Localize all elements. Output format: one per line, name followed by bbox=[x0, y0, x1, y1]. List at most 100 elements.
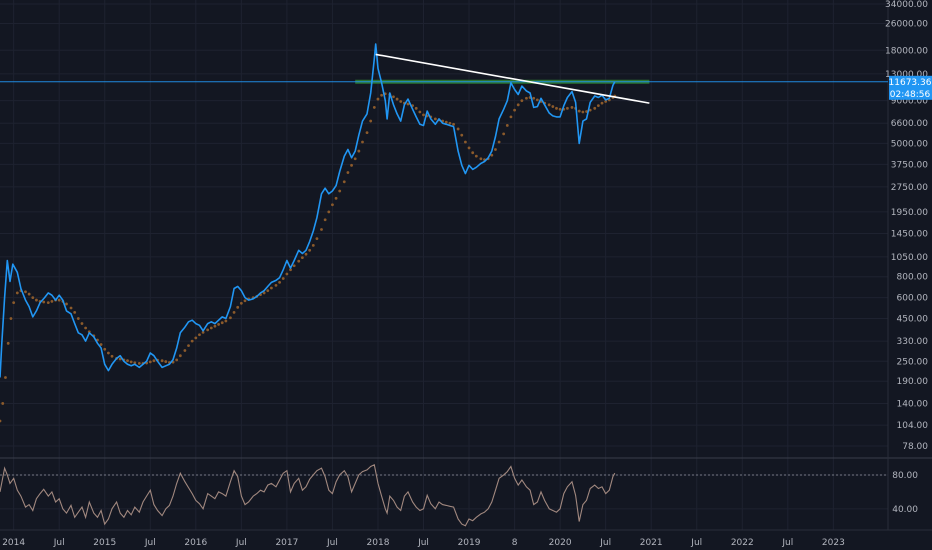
ma-point bbox=[0, 419, 2, 423]
time-tick-label: 2015 bbox=[93, 538, 116, 548]
price-series[interactable] bbox=[0, 43, 616, 378]
price-tick-label: 5000.00 bbox=[891, 139, 928, 149]
ma-point bbox=[129, 360, 133, 364]
ma-point bbox=[232, 310, 236, 314]
ma-point bbox=[209, 326, 213, 330]
price-tick-label: 26000.00 bbox=[885, 20, 928, 30]
last-price-label: 11673.36 bbox=[889, 78, 932, 88]
price-tick-label: 190.00 bbox=[897, 377, 929, 387]
price-tick-label: 9000.00 bbox=[891, 97, 928, 107]
price-tick-label: 2750.00 bbox=[891, 183, 928, 193]
ma-point bbox=[300, 256, 304, 260]
ma-point bbox=[15, 291, 19, 295]
time-tick-label: 2017 bbox=[275, 538, 298, 548]
ma-point bbox=[369, 119, 373, 123]
ma-point bbox=[1, 402, 5, 405]
ma-point bbox=[9, 317, 13, 320]
ma-point bbox=[577, 109, 581, 113]
ma-point bbox=[422, 113, 425, 117]
time-tick-label: 2019 bbox=[458, 538, 481, 548]
ma-point bbox=[502, 132, 506, 136]
time-axis-ticks[interactable]: 2014 Jul 2015 Jul 2016 Jul 2017 Jul 2018 Jul 2019 8… bbox=[2, 538, 845, 548]
ma-point bbox=[452, 122, 455, 126]
price-tick-label: 3750.00 bbox=[891, 160, 928, 170]
ma-point bbox=[217, 323, 220, 326]
ma-point bbox=[220, 321, 224, 325]
time-tick-label: Jul bbox=[599, 538, 611, 548]
ma-point bbox=[406, 102, 410, 106]
ma-point bbox=[320, 228, 323, 231]
ma-point bbox=[84, 326, 88, 330]
ma-point bbox=[596, 104, 600, 108]
ma-point bbox=[346, 171, 350, 174]
rsi-series bbox=[0, 464, 616, 527]
time-tick-label: 2014 bbox=[2, 538, 25, 548]
ma-point bbox=[474, 154, 478, 158]
ma-point bbox=[490, 153, 494, 157]
ma-point bbox=[551, 105, 555, 108]
price-tick-label: 78.00 bbox=[902, 442, 928, 452]
countdown-label: 02:48:56 bbox=[890, 90, 931, 100]
time-tick-label: Jul bbox=[781, 538, 793, 548]
ma-point bbox=[399, 100, 403, 103]
time-tick-label: Jul bbox=[326, 538, 338, 548]
ma-point bbox=[395, 97, 399, 101]
ma-point bbox=[315, 237, 319, 241]
ma-point bbox=[106, 351, 110, 355]
ma-point bbox=[392, 95, 395, 99]
time-tick-label: 2016 bbox=[184, 538, 207, 548]
vertical-grid bbox=[13, 0, 834, 530]
price-tick-label: 800.00 bbox=[897, 273, 929, 283]
price-tick-label: 18000.00 bbox=[885, 46, 928, 56]
ma-point bbox=[201, 330, 205, 334]
time-tick-label: 2021 bbox=[640, 538, 663, 548]
price-tick-label: 140.00 bbox=[897, 399, 929, 409]
time-tick-label: Jul bbox=[53, 538, 65, 548]
last-price-tag: 11673.36 02:48:56 bbox=[889, 75, 932, 100]
ma-point bbox=[353, 157, 357, 161]
ma-point bbox=[497, 140, 501, 144]
ma-point bbox=[342, 180, 346, 184]
ma-point bbox=[65, 302, 68, 306]
time-tick-label: 8 bbox=[512, 538, 518, 548]
trendline[interactable] bbox=[375, 53, 650, 104]
price-tick-label: 1050.00 bbox=[891, 253, 928, 263]
ma-point bbox=[24, 290, 27, 294]
ma-point bbox=[444, 120, 448, 124]
ma-point bbox=[194, 336, 198, 340]
ma-point bbox=[593, 106, 597, 110]
ma-point bbox=[80, 322, 84, 325]
price-axis-ticks[interactable]: 34000.00 26000.00 18000.00 13000.00 9000.00 6… bbox=[885, 0, 928, 452]
time-tick-label: Jul bbox=[144, 538, 156, 548]
ma-point bbox=[380, 93, 384, 97]
ma-point bbox=[327, 210, 331, 214]
ma-point bbox=[588, 108, 592, 112]
ma-point bbox=[206, 328, 210, 332]
ma-point bbox=[213, 324, 217, 328]
ma-point bbox=[516, 103, 520, 107]
ma-point bbox=[224, 319, 228, 323]
ma-point bbox=[198, 333, 201, 337]
time-tick-label: Jul bbox=[417, 538, 429, 548]
time-tick-label: Jul bbox=[690, 538, 702, 548]
time-tick-label: Jul bbox=[235, 538, 247, 548]
ma-point bbox=[270, 286, 273, 290]
ma-point bbox=[278, 280, 282, 284]
descending-trendline bbox=[375, 53, 650, 104]
price-tick-label: 104.00 bbox=[897, 421, 929, 431]
ma-point bbox=[133, 361, 137, 365]
ma-point bbox=[505, 124, 509, 127]
ma-point bbox=[274, 283, 278, 287]
ma-point bbox=[266, 289, 270, 293]
rsi-tick-label: 40.00 bbox=[892, 505, 918, 515]
ma-point bbox=[570, 106, 574, 109]
time-tick-label: 2022 bbox=[731, 538, 754, 548]
ma-point bbox=[311, 244, 315, 247]
ma-point bbox=[323, 218, 327, 222]
ma-point bbox=[555, 106, 558, 110]
ma-point bbox=[350, 163, 353, 167]
ma-point bbox=[460, 133, 464, 137]
ma-point bbox=[581, 110, 585, 114]
price-tick-label: 1450.00 bbox=[891, 229, 928, 239]
